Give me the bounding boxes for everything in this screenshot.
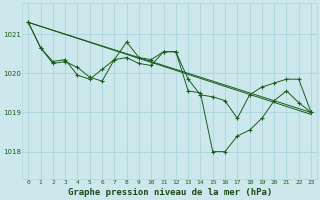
X-axis label: Graphe pression niveau de la mer (hPa): Graphe pression niveau de la mer (hPa) bbox=[68, 188, 272, 197]
